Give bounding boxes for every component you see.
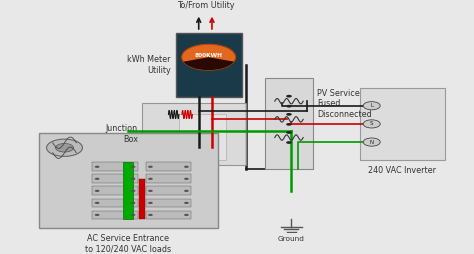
Circle shape: [286, 113, 292, 116]
Circle shape: [184, 202, 189, 204]
Text: AC Service Entrance
to 120/240 VAC loads: AC Service Entrance to 120/240 VAC loads: [85, 234, 172, 253]
Circle shape: [182, 44, 236, 70]
Circle shape: [363, 120, 380, 128]
Bar: [139, 179, 145, 219]
Circle shape: [95, 178, 100, 180]
Bar: [38, 133, 218, 228]
Circle shape: [131, 202, 136, 204]
Circle shape: [148, 178, 153, 180]
Circle shape: [363, 138, 380, 146]
Circle shape: [286, 141, 292, 144]
Circle shape: [131, 190, 136, 192]
Circle shape: [95, 166, 100, 168]
Circle shape: [148, 166, 153, 168]
Circle shape: [184, 214, 189, 216]
Circle shape: [131, 214, 136, 216]
Text: Junction
Box: Junction Box: [106, 124, 138, 144]
Bar: [92, 211, 138, 219]
Circle shape: [184, 190, 189, 192]
Circle shape: [55, 144, 73, 152]
Text: 240 VAC Inverter: 240 VAC Inverter: [368, 166, 437, 175]
Circle shape: [46, 139, 82, 156]
Wedge shape: [183, 57, 234, 70]
Bar: [92, 162, 138, 171]
Circle shape: [286, 105, 292, 107]
Circle shape: [184, 178, 189, 180]
Bar: [92, 174, 138, 183]
Bar: [143, 103, 246, 165]
Bar: [175, 33, 242, 97]
Text: PV Service
Fused
Disconnected: PV Service Fused Disconnected: [318, 89, 372, 119]
Bar: [123, 162, 133, 219]
Circle shape: [131, 178, 136, 180]
Text: L: L: [370, 103, 373, 108]
Bar: [146, 211, 191, 219]
Circle shape: [148, 202, 153, 204]
Text: kWh Meter
Utility: kWh Meter Utility: [128, 55, 171, 74]
Circle shape: [286, 123, 292, 126]
Bar: [265, 78, 313, 169]
Circle shape: [286, 131, 292, 134]
Text: 800KWH: 800KWH: [195, 53, 223, 58]
Circle shape: [363, 102, 380, 110]
Circle shape: [184, 166, 189, 168]
Circle shape: [95, 214, 100, 216]
Text: Ground: Ground: [278, 236, 305, 242]
Text: N: N: [370, 139, 374, 145]
Bar: [146, 162, 191, 171]
Circle shape: [95, 202, 100, 204]
Bar: [146, 199, 191, 207]
Bar: [146, 186, 191, 195]
Circle shape: [148, 214, 153, 216]
Bar: [179, 114, 226, 160]
Bar: [92, 199, 138, 207]
Bar: [92, 186, 138, 195]
Circle shape: [95, 190, 100, 192]
Bar: [146, 174, 191, 183]
Circle shape: [131, 166, 136, 168]
Circle shape: [148, 190, 153, 192]
Bar: [360, 88, 445, 160]
Circle shape: [286, 95, 292, 98]
Text: To/From Utility: To/From Utility: [177, 1, 234, 10]
Text: S: S: [370, 121, 374, 126]
